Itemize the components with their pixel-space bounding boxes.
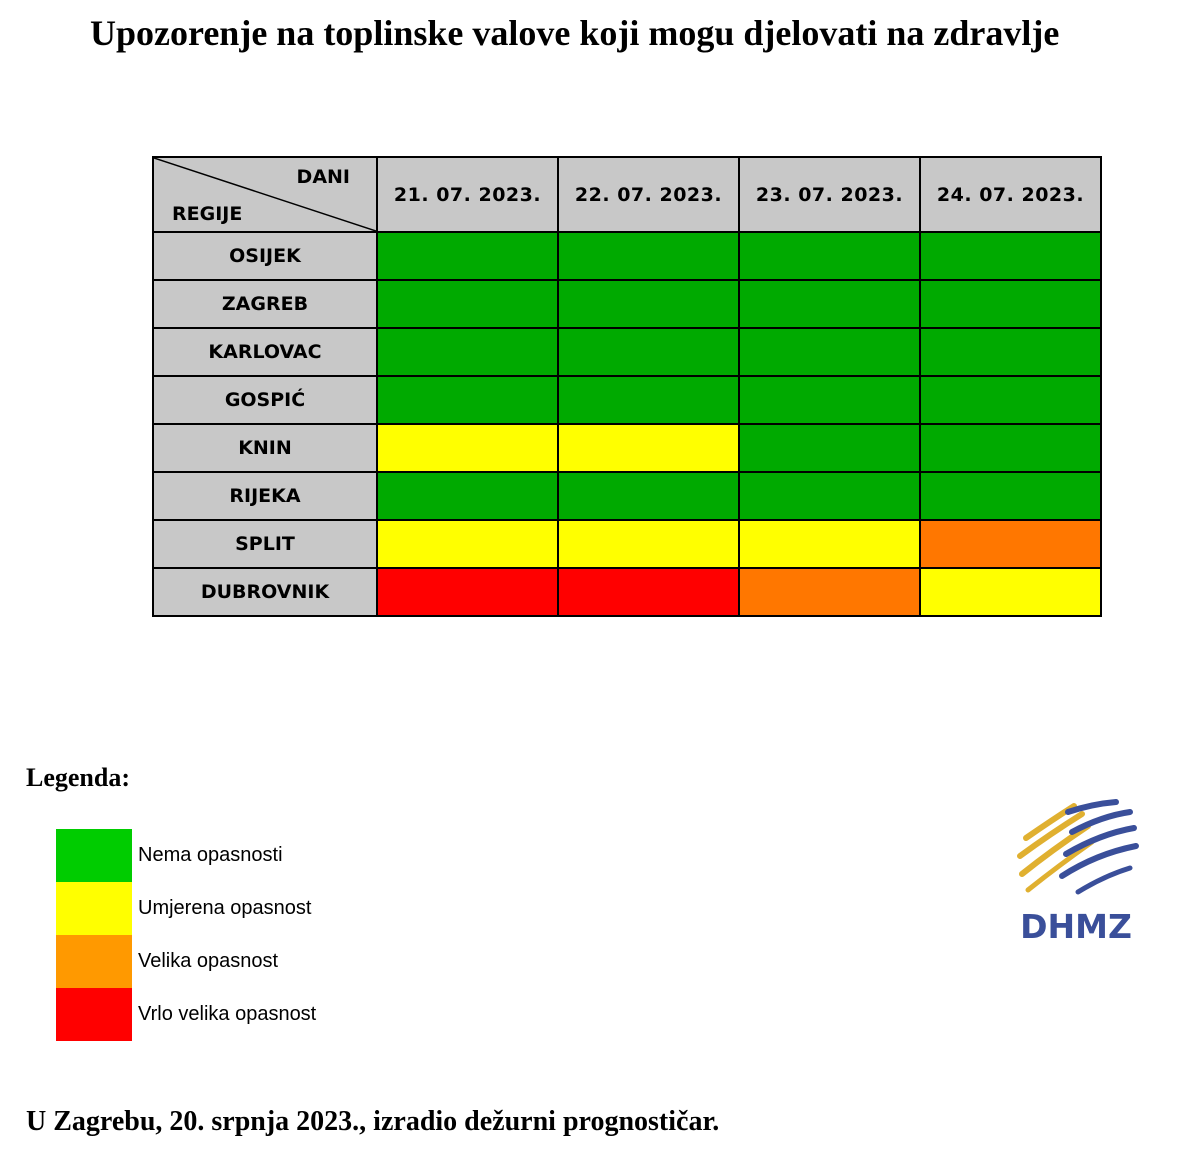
warning-level-cell <box>738 471 921 521</box>
legend-label: Nema opasnosti <box>138 844 283 866</box>
logo-text: DHMZ <box>1020 907 1132 946</box>
legend-label: Vrlo velika opasnost <box>138 1003 317 1025</box>
warning-level-cell <box>376 423 559 473</box>
table-header-row: DANI REGIJE 21. 07. 2023. 22. 07. 2023. … <box>152 156 1102 233</box>
table-row: KNIN <box>152 423 1102 473</box>
region-name: DUBROVNIK <box>152 567 378 617</box>
footer-note: U Zagrebu, 20. srpnja 2023., izradio dež… <box>26 1106 720 1137</box>
legend-swatch-yellow <box>56 882 132 935</box>
legend-swatch-red <box>56 988 132 1041</box>
warning-level-cell <box>376 519 559 569</box>
table-row: KARLOVAC <box>152 327 1102 377</box>
warning-level-cell <box>376 231 559 281</box>
legend-swatch-green <box>56 829 132 882</box>
warning-level-cell <box>557 519 740 569</box>
warning-level-cell <box>376 279 559 329</box>
warning-level-cell <box>919 519 1102 569</box>
table-row: OSIJEK <box>152 231 1102 281</box>
legend-item: Velika opasnost <box>56 935 316 988</box>
table-corner-cell: DANI REGIJE <box>152 156 378 233</box>
legend-swatch-orange <box>56 935 132 988</box>
date-header: 23. 07. 2023. <box>738 156 921 233</box>
warning-level-cell <box>376 327 559 377</box>
warning-level-cell <box>738 279 921 329</box>
warning-level-cell <box>738 423 921 473</box>
warning-level-cell <box>919 231 1102 281</box>
region-name: KARLOVAC <box>152 327 378 377</box>
table-body: OSIJEK ZAGREB KARLOVAC GOSPIĆ KNIN RIJEKA SPLI… <box>152 231 1102 617</box>
warning-level-cell <box>557 567 740 617</box>
legend-item: Nema opasnosti <box>56 829 316 882</box>
warning-level-cell <box>376 375 559 425</box>
warning-level-cell <box>557 423 740 473</box>
table-row: ZAGREB <box>152 279 1102 329</box>
legend: Nema opasnosti Umjerena opasnost Velika … <box>56 829 316 1041</box>
warning-level-cell <box>919 327 1102 377</box>
warning-level-cell <box>557 471 740 521</box>
region-name: OSIJEK <box>152 231 378 281</box>
warning-level-cell <box>738 327 921 377</box>
warning-level-cell <box>557 327 740 377</box>
region-name: RIJEKA <box>152 471 378 521</box>
corner-label-regions: REGIJE <box>172 203 243 225</box>
heatwave-warning-table: DANI REGIJE 21. 07. 2023. 22. 07. 2023. … <box>152 156 1102 617</box>
legend-label: Umjerena opasnost <box>138 897 312 919</box>
date-header: 21. 07. 2023. <box>376 156 559 233</box>
warning-level-cell <box>557 375 740 425</box>
warning-level-cell <box>919 375 1102 425</box>
warning-level-cell <box>557 279 740 329</box>
warning-level-cell <box>557 231 740 281</box>
warning-level-cell <box>738 519 921 569</box>
table-row: DUBROVNIK <box>152 567 1102 617</box>
warning-level-cell <box>919 423 1102 473</box>
warning-level-cell <box>738 567 921 617</box>
date-header: 24. 07. 2023. <box>919 156 1102 233</box>
region-name: KNIN <box>152 423 378 473</box>
legend-title: Legenda: <box>26 763 130 792</box>
corner-label-days: DANI <box>296 166 350 188</box>
legend-label: Velika opasnost <box>138 950 279 972</box>
corner-diagonal-line <box>154 158 376 231</box>
table-row: SPLIT <box>152 519 1102 569</box>
warning-level-cell <box>738 231 921 281</box>
legend-item: Vrlo velika opasnost <box>56 988 316 1041</box>
region-name: GOSPIĆ <box>152 375 378 425</box>
warning-level-cell <box>376 471 559 521</box>
warning-level-cell <box>919 279 1102 329</box>
date-header: 22. 07. 2023. <box>557 156 740 233</box>
legend-item: Umjerena opasnost <box>56 882 316 935</box>
warning-level-cell <box>919 471 1102 521</box>
warning-level-cell <box>376 567 559 617</box>
warning-level-cell <box>919 567 1102 617</box>
warning-level-cell <box>738 375 921 425</box>
table-row: GOSPIĆ <box>152 375 1102 425</box>
region-name: SPLIT <box>152 519 378 569</box>
dhmz-logo-icon: DHMZ <box>1017 799 1139 946</box>
table-row: RIJEKA <box>152 471 1102 521</box>
region-name: ZAGREB <box>152 279 378 329</box>
page-title: Upozorenje na toplinske valove koji mogu… <box>90 13 1060 53</box>
